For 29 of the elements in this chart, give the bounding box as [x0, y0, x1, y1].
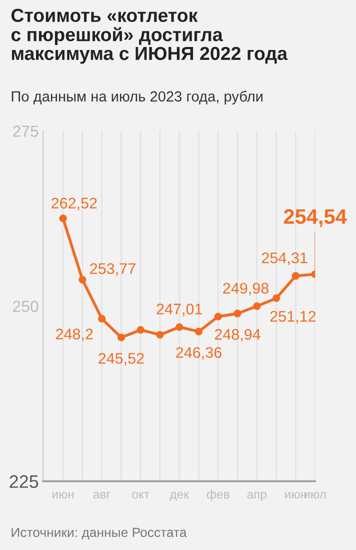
data-label: 254,31 — [262, 252, 308, 266]
point — [98, 314, 106, 323]
text: Источники: данные Росстата — [12, 528, 187, 540]
point — [117, 334, 126, 342]
data-label: 248,94 — [214, 329, 260, 342]
point — [59, 214, 67, 222]
data-label: 245,52 — [98, 352, 144, 366]
point — [176, 323, 184, 331]
point — [78, 276, 86, 284]
point — [136, 326, 144, 334]
data-label: 246,36 — [176, 347, 222, 360]
chart-title: Стоимоть «котлеток с пюрешкой» достигла максимума с ИЮНЯ 2022 года — [11, 8, 288, 64]
data-label: 253,77 — [90, 263, 136, 276]
point — [194, 328, 203, 336]
data-label: 248,2 — [56, 328, 93, 342]
chart-subtitle: По данным на июль 2023 года, рубли — [12, 90, 262, 104]
y-tick-label: 225 — [10, 475, 38, 488]
point — [234, 310, 242, 318]
data-label: 254,54 — [284, 209, 347, 227]
point — [253, 302, 261, 310]
data-label: 247,01 — [156, 304, 202, 316]
point — [156, 330, 164, 339]
point — [272, 294, 280, 302]
x-tick-label: июл — [304, 492, 326, 499]
data-label: 249,98 — [223, 282, 268, 296]
point — [214, 312, 222, 320]
data-label: 251,12 — [270, 310, 316, 324]
data-label: 262,52 — [52, 198, 97, 210]
point — [292, 272, 300, 280]
